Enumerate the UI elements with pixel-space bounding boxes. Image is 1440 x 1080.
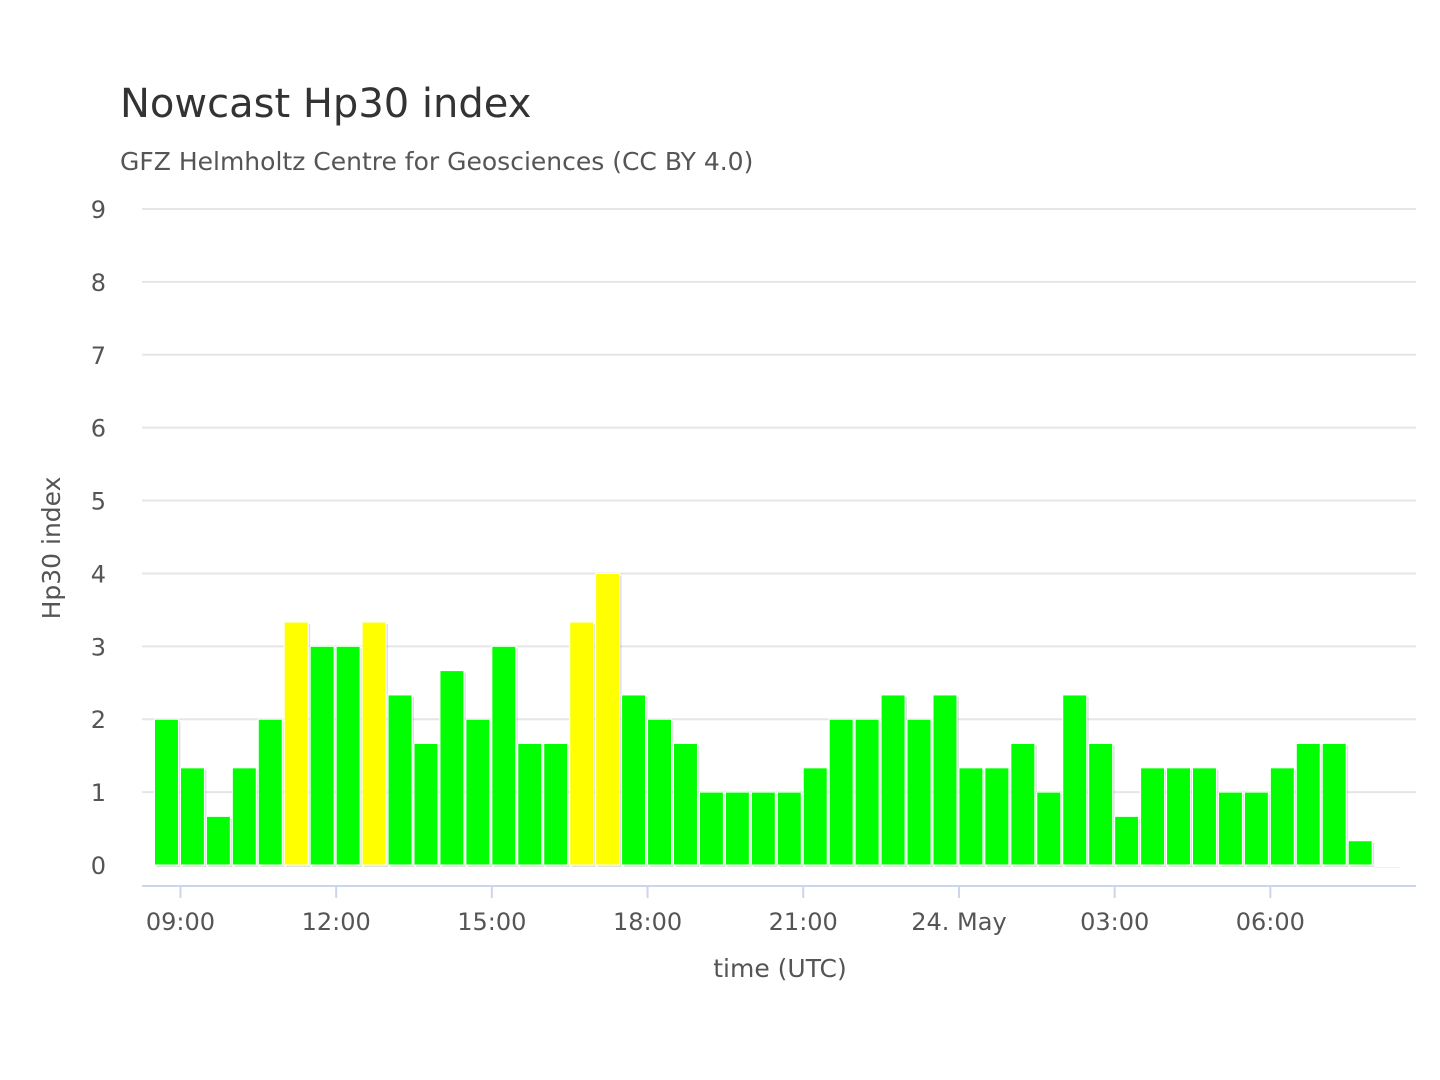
bar-43 bbox=[1269, 767, 1295, 866]
bar-19 bbox=[647, 718, 672, 866]
bar-15 bbox=[543, 742, 569, 866]
x-tick-label-1: 12:00 bbox=[302, 908, 371, 936]
y-tick-label-9: 9 bbox=[91, 196, 106, 224]
bar-24 bbox=[776, 791, 802, 866]
y-tick-label-8: 8 bbox=[91, 269, 106, 297]
bar-47 bbox=[1373, 864, 1399, 866]
bar-29 bbox=[906, 718, 932, 866]
bar-42 bbox=[1243, 791, 1269, 866]
y-tick-label-7: 7 bbox=[91, 342, 106, 370]
bar-27 bbox=[854, 718, 880, 866]
bar-11 bbox=[439, 670, 465, 866]
bar-9 bbox=[387, 694, 413, 866]
bar-45 bbox=[1321, 742, 1347, 866]
x-tick-label-4: 21:00 bbox=[769, 908, 838, 936]
y-tick-label-6: 6 bbox=[91, 415, 106, 443]
bar-25 bbox=[802, 767, 828, 866]
bar-35 bbox=[1062, 694, 1088, 866]
x-tick-label-0: 09:00 bbox=[146, 908, 215, 936]
x-axis bbox=[142, 885, 1416, 898]
bar-2 bbox=[205, 815, 231, 866]
y-tick-label-0: 0 bbox=[91, 852, 106, 880]
bar-37 bbox=[1114, 815, 1140, 866]
x-tick-label-5: 24. May bbox=[911, 908, 1006, 936]
y-tick-label-3: 3 bbox=[91, 633, 106, 661]
bar-4 bbox=[257, 718, 283, 866]
bar-22 bbox=[724, 791, 750, 866]
y-tick-label-4: 4 bbox=[91, 560, 106, 588]
bar-38 bbox=[1140, 767, 1166, 866]
x-axis-title: time (UTC) bbox=[713, 954, 847, 983]
bar-6 bbox=[309, 645, 335, 866]
bar-20 bbox=[673, 742, 698, 866]
bar-44 bbox=[1295, 742, 1321, 866]
bar-10 bbox=[413, 742, 439, 866]
bar-18 bbox=[621, 694, 647, 866]
bar-0 bbox=[154, 718, 179, 866]
bar-31 bbox=[958, 767, 984, 866]
bar-23 bbox=[750, 791, 776, 866]
bar-39 bbox=[1166, 767, 1192, 866]
bar-12 bbox=[465, 718, 491, 866]
bar-13 bbox=[491, 645, 517, 866]
y-tick-label-1: 1 bbox=[91, 779, 106, 807]
bar-26 bbox=[828, 718, 854, 866]
bar-41 bbox=[1217, 791, 1243, 866]
x-tick-label-7: 06:00 bbox=[1236, 908, 1305, 936]
bar-40 bbox=[1192, 767, 1217, 866]
bar-3 bbox=[231, 767, 257, 866]
bar-7 bbox=[335, 645, 361, 866]
x-tick-label-3: 18:00 bbox=[613, 908, 682, 936]
bar-8 bbox=[361, 621, 387, 866]
chart-title: Nowcast Hp30 index bbox=[120, 81, 531, 127]
bar-34 bbox=[1036, 791, 1062, 866]
y-tick-label-2: 2 bbox=[91, 706, 106, 734]
x-tick-label-6: 03:00 bbox=[1080, 908, 1149, 936]
bar-16 bbox=[569, 621, 595, 866]
x-axis-ticks: 09:00 12:00 15:00 18:00 21:00 24. May 03:00 06:… bbox=[146, 908, 1305, 936]
x-tick-label-2: 15:00 bbox=[457, 908, 526, 936]
bar-14 bbox=[517, 742, 543, 866]
chart-subtitle: GFZ Helmholtz Centre for Geosciences (CC… bbox=[120, 147, 753, 176]
bar-5 bbox=[283, 621, 309, 866]
bar-28 bbox=[880, 694, 906, 866]
y-axis-title: Hp30 index bbox=[37, 477, 66, 620]
bar-33 bbox=[1010, 742, 1036, 866]
bar-1 bbox=[179, 767, 205, 866]
bar-21 bbox=[698, 791, 724, 866]
bar-32 bbox=[984, 767, 1010, 866]
y-axis-ticks: 0 1 2 3 4 5 6 7 8 9 bbox=[91, 196, 106, 880]
bar-36 bbox=[1088, 742, 1114, 866]
bar-46 bbox=[1347, 840, 1373, 866]
y-tick-label-5: 5 bbox=[91, 488, 106, 516]
bar-17 bbox=[595, 572, 621, 866]
bar-shadow-47 bbox=[1376, 867, 1401, 868]
bar-series bbox=[154, 572, 1401, 868]
bar-30 bbox=[932, 694, 958, 866]
